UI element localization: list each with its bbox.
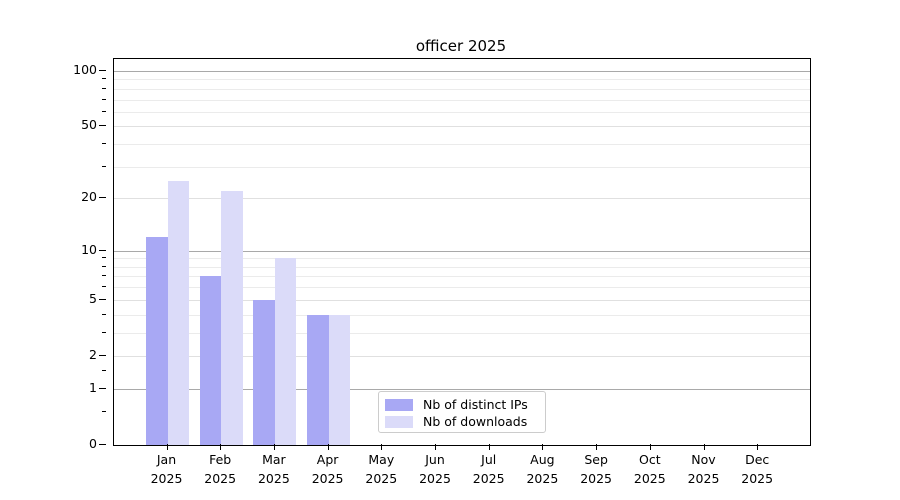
bar-distinct-ips — [146, 237, 168, 445]
gridline — [114, 198, 810, 200]
gridline — [114, 355, 810, 357]
x-tick-mark — [649, 444, 651, 450]
legend-item-distinct-ips: Nb of distinct IPs — [385, 396, 539, 413]
y-axis-tick-label: 10 — [81, 241, 97, 257]
y-minor-tick-mark — [102, 165, 106, 167]
x-axis-tick-label: Mar 2025 — [257, 452, 290, 486]
legend-swatch-distinct-ips — [385, 398, 413, 411]
y-minor-tick-mark — [102, 411, 106, 413]
y-minor-tick-mark — [102, 98, 106, 100]
y-axis-tick-label: 50 — [81, 117, 97, 133]
y-axis-tick-label: 5 — [89, 290, 97, 306]
x-tick-mark — [166, 444, 168, 450]
gridline-minor — [114, 111, 810, 113]
legend-label-downloads: Nb of downloads — [423, 413, 528, 429]
x-tick-mark — [327, 444, 329, 450]
x-axis-tick-label: Jan 2025 — [150, 452, 183, 486]
y-minor-tick-mark — [102, 286, 106, 288]
legend-swatch-downloads — [385, 415, 413, 428]
y-minor-tick-mark — [102, 313, 106, 315]
gridline-minor — [114, 144, 810, 146]
x-axis-tick-label: Oct 2025 — [633, 452, 666, 486]
x-axis-tick-label: Sep 2025 — [580, 452, 612, 486]
x-tick-mark — [542, 444, 544, 450]
x-axis-tick-label: May 2025 — [365, 452, 398, 486]
y-minor-tick-mark — [102, 110, 106, 112]
x-axis-tick-label: Dec 2025 — [741, 452, 774, 486]
y-tick-mark — [99, 387, 106, 389]
x-axis-tick-label: Apr 2025 — [311, 452, 344, 486]
bar-distinct-ips — [199, 276, 222, 445]
y-minor-tick-mark — [102, 257, 106, 259]
gridline-minor — [114, 314, 810, 316]
gridline-minor — [114, 166, 810, 168]
y-tick-mark — [99, 249, 106, 251]
y-tick-mark — [99, 125, 106, 127]
chart-title: officer 2025 — [415, 37, 507, 55]
x-tick-mark — [703, 444, 705, 450]
x-tick-mark — [381, 444, 383, 450]
gridline-minor — [114, 258, 810, 260]
plot-area — [113, 58, 811, 446]
y-minor-tick-mark — [102, 143, 106, 145]
x-tick-mark — [273, 444, 275, 450]
y-axis-tick-label: 2 — [89, 346, 97, 362]
y-minor-tick-mark — [102, 331, 106, 333]
x-tick-mark — [220, 444, 222, 450]
x-tick-mark — [435, 444, 436, 450]
x-axis-tick-label: Jun 2025 — [419, 452, 451, 486]
x-tick-mark — [596, 444, 598, 450]
y-minor-tick-mark — [102, 369, 106, 371]
y-tick-mark — [99, 298, 106, 300]
legend-label-distinct-ips: Nb of distinct IPs — [423, 396, 528, 412]
x-axis-tick-label: Jul 2025 — [472, 452, 505, 486]
y-tick-mark — [99, 354, 106, 356]
gridline-minor — [114, 79, 810, 81]
gridline — [114, 299, 810, 301]
bar-downloads — [167, 180, 189, 445]
y-minor-tick-mark — [102, 78, 106, 80]
bar-distinct-ips — [253, 299, 275, 445]
y-tick-mark — [99, 444, 106, 445]
gridline-minor — [114, 88, 810, 90]
x-tick-mark — [757, 444, 759, 450]
gridline-minor — [114, 287, 810, 289]
gridline-major — [114, 70, 810, 72]
bar-downloads — [328, 314, 351, 445]
x-axis-tick-label: Nov 2025 — [687, 452, 720, 486]
x-axis-tick-label: Aug 2025 — [526, 452, 559, 486]
gridline-major — [114, 250, 810, 252]
y-minor-tick-mark — [102, 265, 106, 267]
x-axis-tick-label: Feb 2025 — [204, 452, 237, 486]
y-tick-mark — [99, 69, 106, 71]
legend-item-downloads: Nb of downloads — [385, 413, 539, 430]
bar-downloads — [221, 190, 243, 445]
gridline-minor — [114, 276, 810, 278]
gridline-minor — [114, 266, 810, 268]
y-axis-tick-label: 0 — [89, 436, 97, 451]
bar-downloads — [274, 258, 297, 445]
y-minor-tick-mark — [102, 87, 106, 89]
gridline-major — [114, 388, 810, 390]
x-tick-mark — [488, 444, 490, 450]
gridline — [114, 126, 810, 128]
y-axis-tick-label: 20 — [81, 189, 97, 205]
y-minor-tick-mark — [102, 275, 106, 277]
bar-distinct-ips — [307, 314, 329, 445]
gridline-minor — [114, 332, 810, 334]
y-axis-tick-label: 1 — [89, 379, 97, 395]
y-tick-mark — [99, 197, 106, 199]
y-axis-tick-label: 100 — [73, 61, 97, 77]
gridline-minor — [114, 99, 810, 101]
legend: Nb of distinct IPs Nb of downloads — [378, 391, 546, 433]
